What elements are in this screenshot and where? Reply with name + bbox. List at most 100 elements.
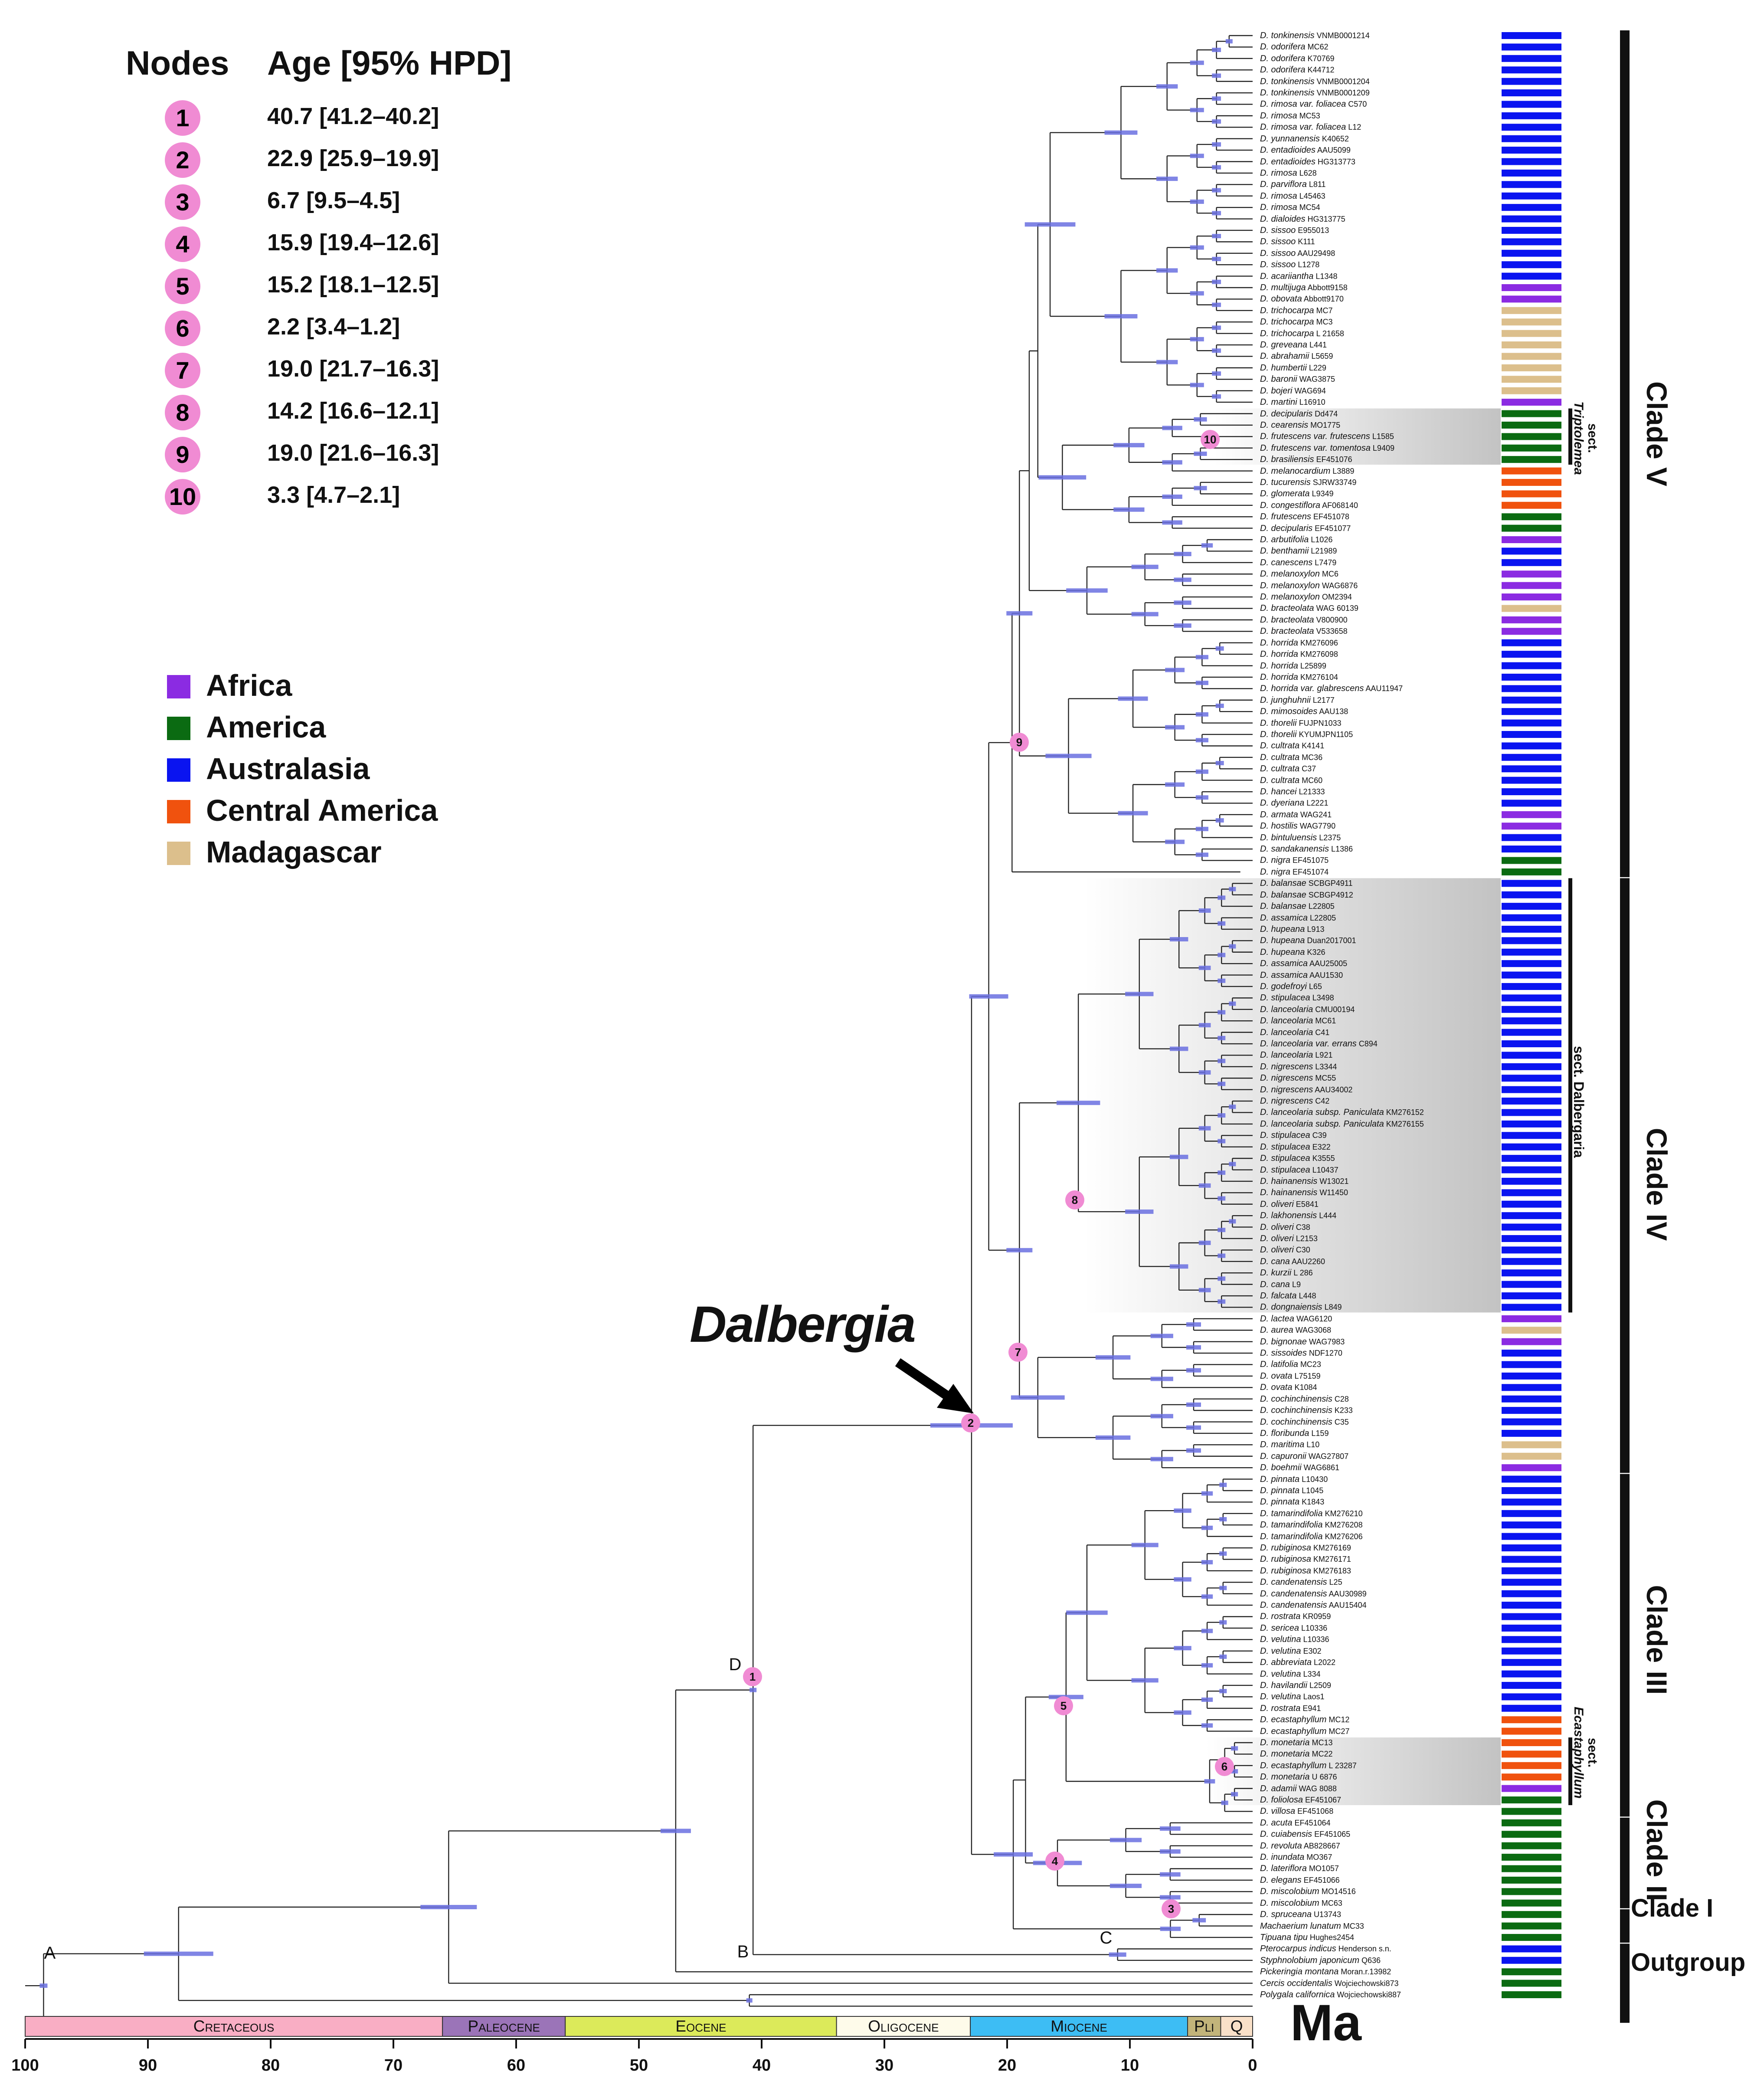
tip-species: D. odorifera [1260,65,1306,75]
tip-species: D. hupeana [1260,947,1305,957]
tip-voucher: Hughes2454 [1307,1933,1354,1942]
tip-voucher: EF451065 [1312,1830,1351,1839]
node-badge: 2 [165,142,200,178]
hpd-bar [1150,1377,1173,1381]
tip-label: D. dyeriana L2221 [1260,798,1328,808]
region-cell [1502,1681,1561,1689]
region-cell [1502,1842,1561,1849]
region-cell [1502,1796,1561,1804]
clade-i-label: Clade I [1631,1894,1714,1922]
tip-voucher: MC33 [1341,1921,1364,1931]
hpd-bar [1212,73,1221,78]
hpd-bar [1201,1697,1213,1702]
tip-voucher: L25 [1327,1578,1342,1587]
tip-label: D. oliveri C30 [1260,1245,1310,1255]
region-cell [1502,777,1561,784]
hpd-bar [144,1951,213,1956]
region-cell [1502,32,1561,39]
tip-voucher: L25899 [1298,661,1326,670]
region-cell [1502,811,1561,818]
tip-label: D. frutescens var. tomentosa L9409 [1260,443,1394,453]
tip-label: Styphnolobium japonicum Q636 [1260,1955,1381,1966]
tip-species: D. frutescens var. frutescens [1260,432,1370,442]
tip-species: D. hancei [1260,787,1297,797]
tip-voucher: L2509 [1307,1681,1332,1690]
hpd-bar [1174,577,1191,582]
hpd-bar [1215,818,1224,823]
tip-species: D. boehmii [1260,1463,1302,1473]
tip-voucher: L9 [1289,1280,1301,1289]
tip-label: D. brasiliensis EF451076 [1260,454,1352,465]
tip-label: D. assamica L22805 [1260,913,1336,923]
region-cell [1502,823,1561,830]
tip-species: D. nigrescens [1260,1096,1313,1106]
hpd-bar [1215,703,1224,708]
tip-species: D. nigrescens [1260,1073,1313,1083]
hpd-bar [1217,1196,1226,1201]
tip-species: D. frutescens var. tomentosa [1260,443,1371,453]
tip-species: D. junghuhnii [1260,695,1311,705]
tip-voucher: FUJPN1033 [1296,718,1342,728]
region-cell [1502,651,1561,658]
tip-species: D. lanceolaria [1260,1016,1313,1026]
hpd-bar [969,994,1008,999]
tip-species: D. cana [1260,1256,1290,1266]
tip-species: D. rostrata [1260,1612,1301,1622]
tip-species: D. martini [1260,397,1297,407]
hpd-bar [1221,1800,1228,1805]
legend-row: 10 3.3 [4.7–2.1] [165,477,555,516]
node-letter-a: A [44,1944,56,1963]
tip-label: D. bracteolata V533658 [1260,626,1348,636]
tip-label: D. oliveri C38 [1260,1222,1310,1232]
tip-label: D. melanoxylon OM2394 [1260,592,1352,602]
clade-i-bracket [1620,1909,1630,1943]
tip-species: D. sissoides [1260,1348,1307,1358]
tip-species: D. horrida var. glabrescens [1260,684,1364,694]
tip-label: D. cearensis MO1775 [1260,420,1340,430]
hpd-bar [1162,520,1182,525]
region-cell [1502,1957,1561,1964]
tip-voucher: L1386 [1329,845,1353,854]
region-cell [1502,135,1561,142]
hpd-bar [1169,1154,1188,1159]
hpd-bar [1024,222,1076,227]
region-cell [1502,1246,1561,1254]
hpd-bar [1195,655,1208,659]
tip-species: D. odorifera [1260,53,1306,63]
region-cell [1502,204,1561,211]
tip-label: D. parviflora L811 [1260,179,1326,190]
tip-species: Pickeringia montana [1260,1967,1339,1977]
tick-label: 60 [507,2056,526,2075]
tip-species: D. lactea [1260,1314,1294,1324]
tip-label: D. dialoides HG313775 [1260,214,1345,224]
tip-voucher: EF451076 [1314,455,1352,464]
tip-voucher: K44712 [1305,66,1335,75]
tip-label: D. rimosa var. foliacea C570 [1260,99,1367,109]
tip-species: D. melanocardium [1260,466,1331,476]
tip-voucher: KM276104 [1298,672,1338,682]
tip-label: D. armata WAG241 [1260,810,1332,820]
region-cell [1502,1624,1561,1632]
tip-label: D. hostilis WAG7790 [1260,821,1335,831]
hpd-bar [1186,1425,1201,1430]
tip-species: D. bracteolata [1260,626,1314,636]
hpd-bar [660,1829,691,1833]
tip-label: D. sandakanensis L1386 [1260,844,1353,854]
era-label: Cretaceous [193,2017,275,2035]
tip-voucher: L444 [1317,1211,1337,1220]
region-cell [1502,605,1561,612]
region-cell [1502,456,1561,463]
tip-label: D. multijuga Abbott9158 [1260,282,1348,293]
tip-label: D. thorelii FUJPN1033 [1260,718,1342,728]
region-cell [1502,903,1561,910]
tick-label: 0 [1248,2056,1257,2075]
region-cell [1502,559,1561,566]
region-cell [1502,547,1561,555]
hpd-bar [1231,1792,1238,1796]
hpd-bar [746,1998,753,2003]
region-cell [1502,284,1561,292]
hpd-bar [1212,371,1221,376]
tip-voucher: MO1057 [1306,1864,1339,1873]
tip-species: D. oliveri [1260,1199,1294,1209]
hpd-bar [1201,1525,1213,1530]
